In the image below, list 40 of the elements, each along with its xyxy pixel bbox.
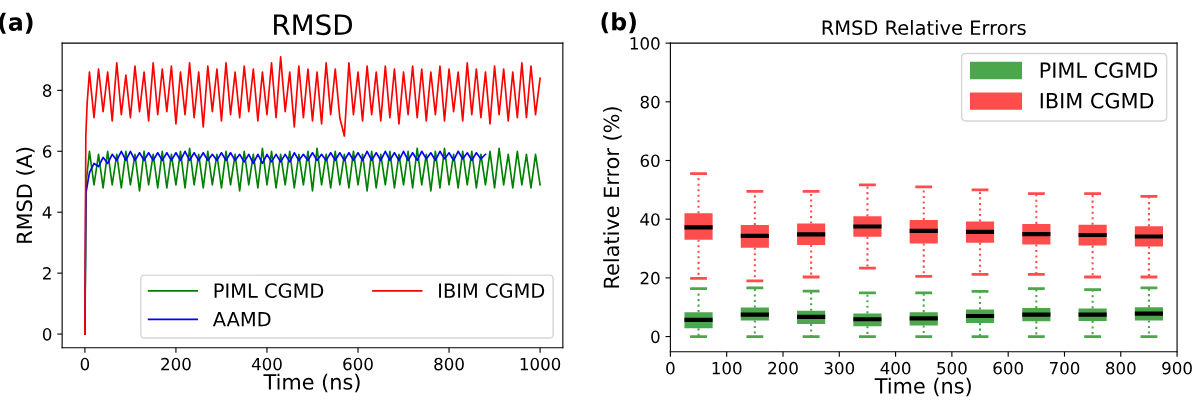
text: (a) [0, 12, 33, 34]
x-tick-label: 700 [1049, 361, 1080, 375]
y-tick-label: 80 [640, 95, 660, 109]
x-tick-label: 200 [768, 361, 798, 375]
y-tick-label: 40 [640, 213, 660, 226]
x-tick-label: 600 [993, 361, 1023, 375]
y-tick-label: 2 [43, 267, 51, 280]
text: (b) [601, 12, 636, 34]
y-tick-label: 6 [42, 145, 52, 158]
x-tick-label: 900 [1162, 361, 1192, 375]
x-tick-label: 1000 [520, 357, 561, 371]
x-axis-title: Time (ns) [874, 377, 971, 397]
y-tick-label: 20 [640, 271, 660, 285]
legend-label: PIML CGMD [1040, 62, 1158, 78]
y-tick-label: 0 [651, 330, 660, 344]
y-tick-label: 100 [630, 37, 660, 50]
legend-label: PIML CGMD [214, 283, 324, 298]
x-tick-label: 800 [1106, 361, 1136, 375]
y-tick-label: 0 [42, 328, 52, 341]
x-tick-label: 300 [824, 361, 855, 375]
legend-label: IBIM CGMD [1040, 92, 1154, 109]
x-axis-title: Time (ns) [263, 373, 360, 393]
x-tick-label: 400 [880, 361, 911, 375]
chart-title: RMSD [274, 14, 352, 36]
x-tick-label: 0 [80, 357, 90, 371]
x-tick-label: 0 [666, 361, 675, 375]
legend-label: AAMD [212, 312, 271, 327]
x-tick-label: 100 [712, 361, 742, 375]
x-tick-label: 500 [937, 361, 967, 375]
x-tick-label: 600 [343, 357, 373, 371]
x-tick-label: 800 [434, 357, 464, 371]
x-tick-label: 400 [251, 357, 282, 371]
y-tick-label: 4 [42, 206, 52, 219]
y-tick-label: 60 [640, 154, 660, 168]
y-axis-title: RMSD (A) [16, 147, 35, 243]
x-tick-label: 200 [161, 357, 191, 371]
y-tick-label: 8 [42, 84, 52, 97]
legend-label: IBIM CGMD [439, 283, 545, 298]
y-axis-title: Relative Error (%) [603, 107, 622, 288]
chart-title: RMSD Relative Errors [822, 20, 1026, 36]
